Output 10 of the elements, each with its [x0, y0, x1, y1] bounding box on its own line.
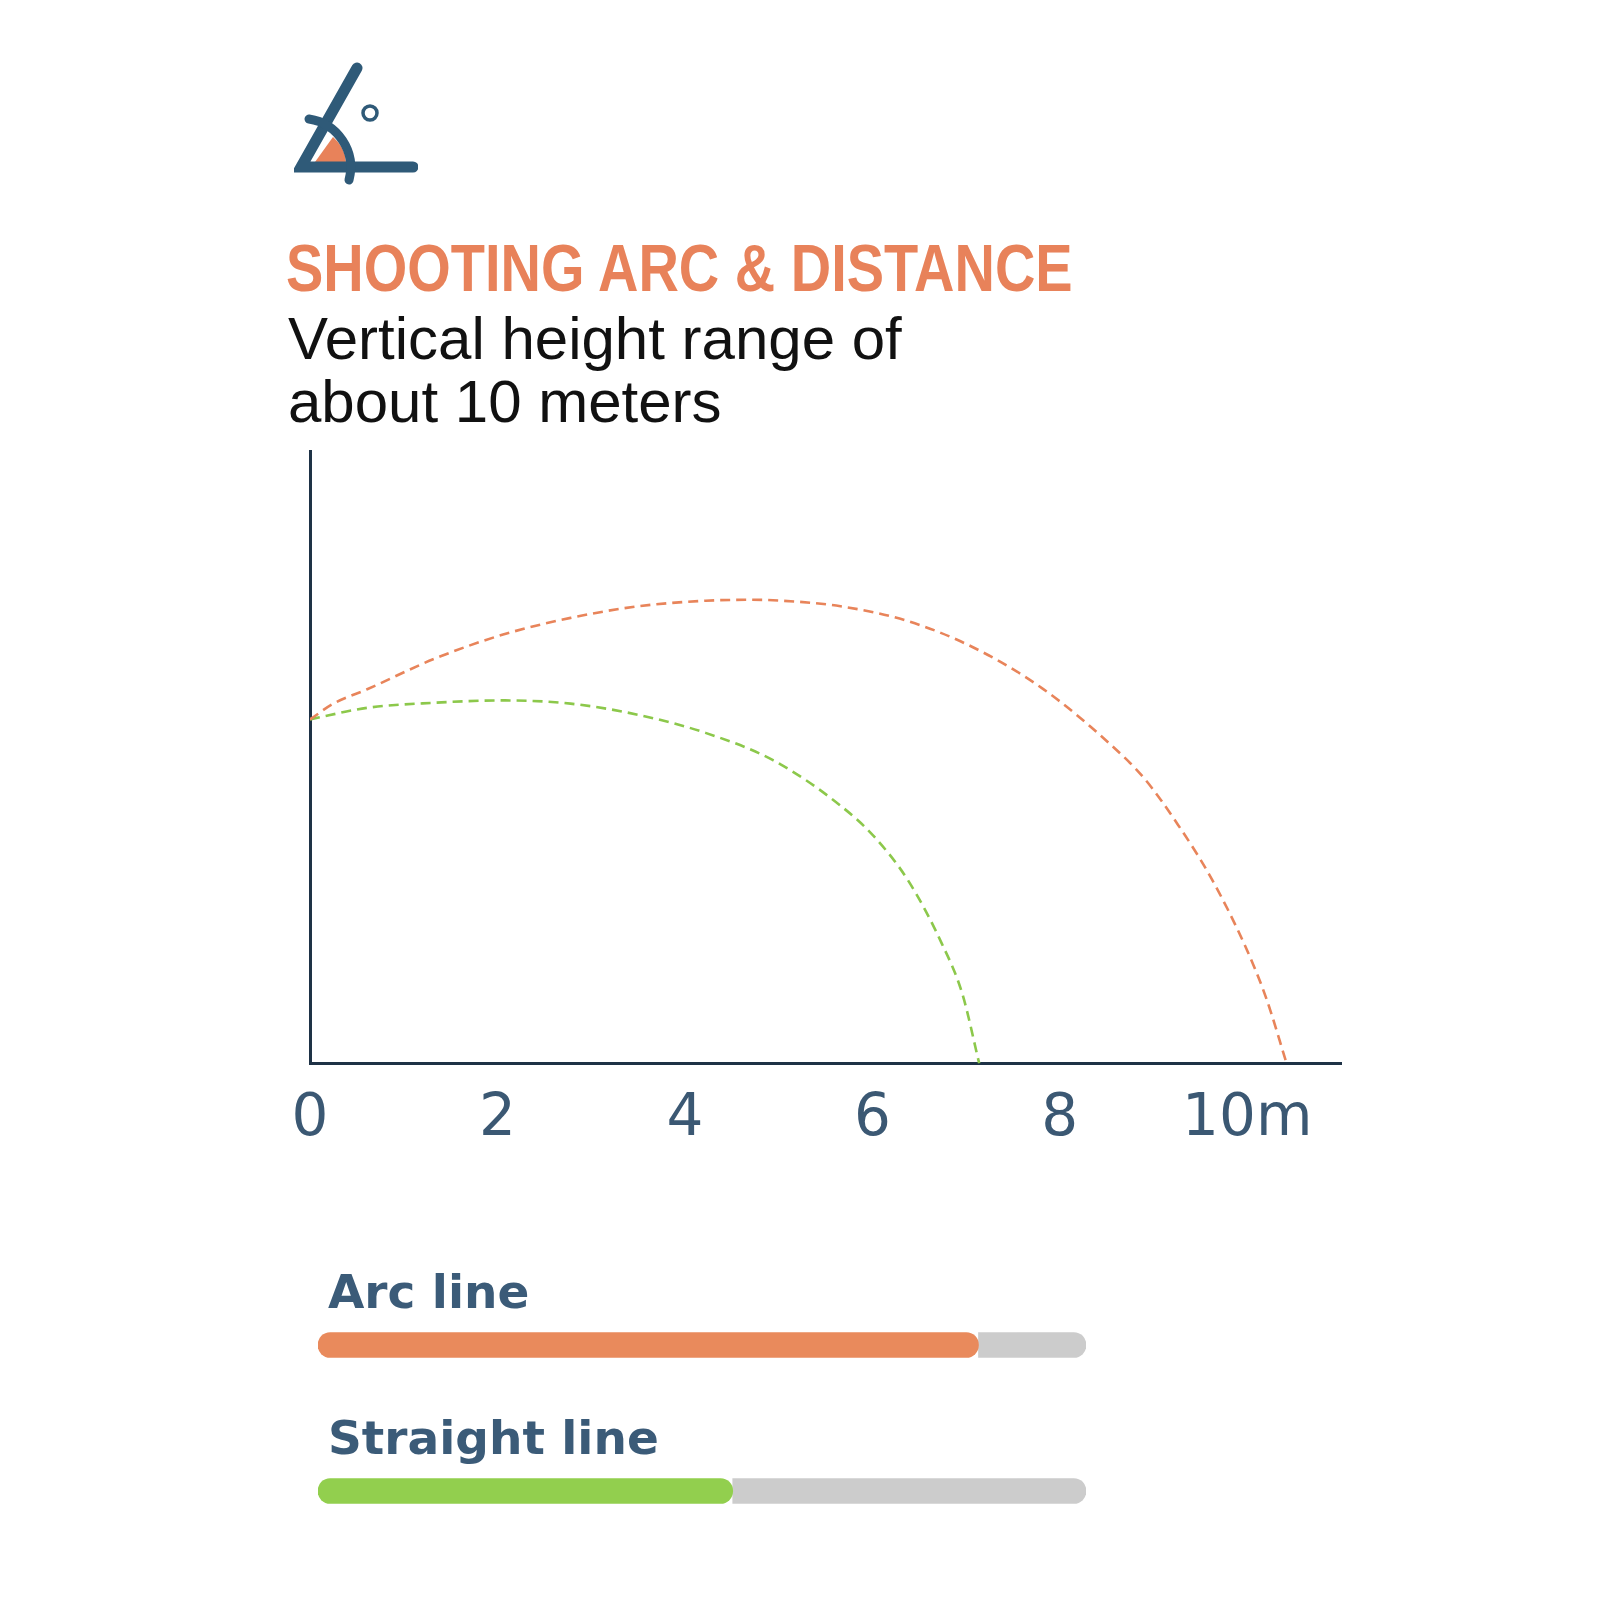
chart-subtitle: Vertical height range of about 10 meters [288, 305, 903, 435]
y-tick-label: Straight line [328, 1409, 659, 1465]
chart-title: SHOOTING ARC & DISTANCE [286, 231, 1073, 305]
x-tick-label: 8 [1041, 1081, 1079, 1150]
y-tick-label: Arc line [328, 1263, 530, 1319]
x-tick-label: 4 [666, 1081, 704, 1150]
x-tick-label: 10m [1182, 1081, 1313, 1150]
x-tick-label: 6 [853, 1081, 891, 1150]
x-tick-label: 2 [479, 1081, 516, 1150]
x-tick-label: 0 [291, 1081, 329, 1150]
